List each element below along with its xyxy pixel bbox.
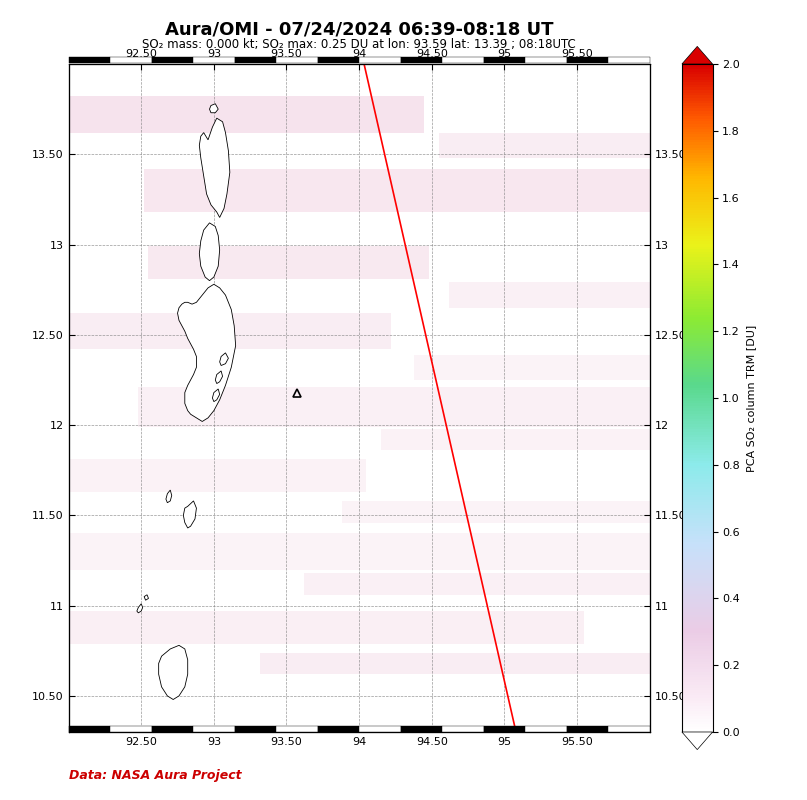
Polygon shape [166, 490, 172, 502]
Polygon shape [199, 223, 220, 281]
Text: SO₂ mass: 0.000 kt; SO₂ max: 0.25 DU at lon: 93.59 lat: 13.39 ; 08:18UTC: SO₂ mass: 0.000 kt; SO₂ max: 0.25 DU at … [142, 38, 576, 51]
Bar [148, 246, 429, 279]
Text: Aura/OMI - 07/24/2024 06:39-08:18 UT: Aura/OMI - 07/24/2024 06:39-08:18 UT [165, 20, 554, 38]
Bar [304, 573, 650, 594]
Polygon shape [159, 646, 188, 699]
Bar [439, 133, 650, 158]
Polygon shape [178, 284, 236, 422]
Polygon shape [183, 501, 196, 528]
Bar [69, 97, 424, 133]
Bar [341, 501, 650, 522]
Text: Data: NASA Aura Project: Data: NASA Aura Project [69, 770, 241, 782]
Polygon shape [210, 104, 218, 113]
Bar [138, 387, 650, 427]
Y-axis label: PCA SO₂ column TRM [DU]: PCA SO₂ column TRM [DU] [746, 324, 755, 472]
Bar [69, 313, 391, 350]
Bar [69, 611, 584, 643]
Polygon shape [212, 389, 220, 402]
Polygon shape [215, 371, 223, 383]
Bar [414, 354, 650, 380]
Bar [144, 169, 650, 212]
Bar [69, 534, 650, 570]
Polygon shape [220, 353, 228, 366]
Bar [69, 459, 366, 492]
Bar [381, 429, 650, 450]
Polygon shape [137, 604, 143, 613]
Polygon shape [144, 594, 148, 600]
Bar [449, 282, 650, 308]
Polygon shape [199, 118, 230, 218]
Bar [261, 653, 650, 674]
